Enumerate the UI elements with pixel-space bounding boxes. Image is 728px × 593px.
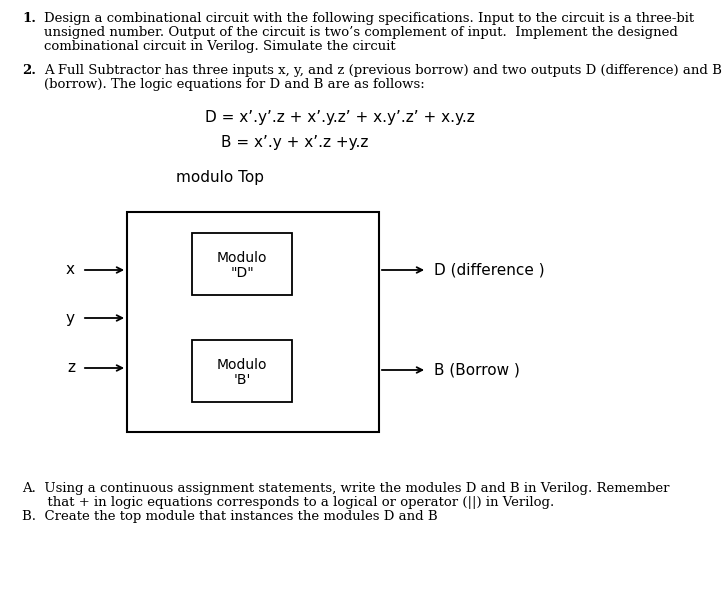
Text: 1.: 1. bbox=[22, 12, 36, 25]
Text: modulo Top: modulo Top bbox=[176, 170, 264, 185]
Text: that + in logic equations corresponds to a logical or operator (||) in Verilog.: that + in logic equations corresponds to… bbox=[22, 496, 554, 509]
Text: "D": "D" bbox=[230, 266, 254, 280]
Text: Design a combinational circuit with the following specifications. Input to the c: Design a combinational circuit with the … bbox=[44, 12, 694, 25]
Text: (borrow). The logic equations for D and B are as follows:: (borrow). The logic equations for D and … bbox=[44, 78, 424, 91]
Text: x: x bbox=[66, 263, 75, 278]
Bar bbox=[127, 212, 379, 432]
Text: A.  Using a continuous assignment statements, write the modules D and B in Veril: A. Using a continuous assignment stateme… bbox=[22, 482, 670, 495]
Text: B (Borrow ): B (Borrow ) bbox=[434, 362, 520, 378]
Text: 'B': 'B' bbox=[233, 373, 250, 387]
Text: A Full Subtractor has three inputs x, y, and z (previous borrow) and two outputs: A Full Subtractor has three inputs x, y,… bbox=[44, 64, 722, 77]
Text: B.  Create the top module that instances the modules D and B: B. Create the top module that instances … bbox=[22, 510, 438, 523]
Text: unsigned number. Output of the circuit is two’s complement of input.  Implement : unsigned number. Output of the circuit i… bbox=[44, 26, 678, 39]
Bar bbox=[192, 340, 292, 402]
Text: Modulo: Modulo bbox=[217, 251, 267, 265]
Bar bbox=[192, 233, 292, 295]
Text: z: z bbox=[67, 361, 75, 375]
Text: y: y bbox=[66, 311, 75, 326]
Text: combinational circuit in Verilog. Simulate the circuit: combinational circuit in Verilog. Simula… bbox=[44, 40, 395, 53]
Text: D = x’.y’.z + x’.y.z’ + x.y’.z’ + x.y.z: D = x’.y’.z + x’.y.z’ + x.y’.z’ + x.y.z bbox=[205, 110, 475, 125]
Text: D (difference ): D (difference ) bbox=[434, 263, 545, 278]
Text: 2.: 2. bbox=[22, 64, 36, 77]
Text: Modulo: Modulo bbox=[217, 358, 267, 372]
Text: B = x’.y + x’.z +y.z: B = x’.y + x’.z +y.z bbox=[221, 135, 368, 150]
